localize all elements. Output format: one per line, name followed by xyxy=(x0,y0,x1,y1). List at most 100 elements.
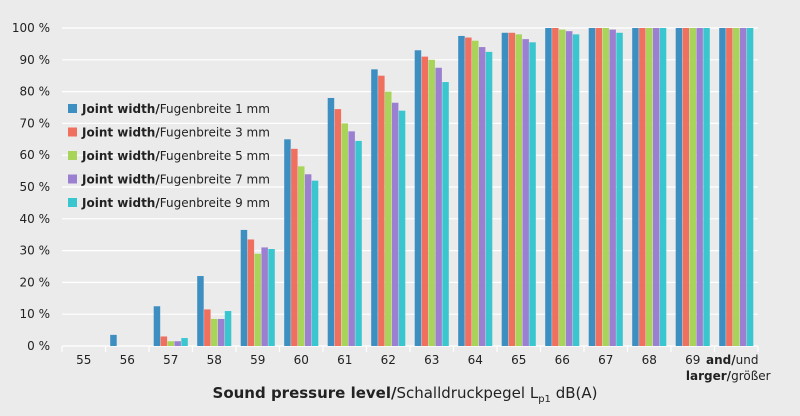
bar xyxy=(565,31,573,347)
legend-swatch xyxy=(68,151,77,160)
bar xyxy=(639,28,646,346)
bar xyxy=(465,37,472,346)
bar xyxy=(414,50,422,346)
bar xyxy=(472,40,479,346)
y-tick-label: 50 % xyxy=(20,180,51,194)
legend-swatch xyxy=(68,104,77,113)
bar xyxy=(588,28,596,346)
bar xyxy=(733,28,740,346)
bar xyxy=(110,334,117,346)
y-tick-label: 20 % xyxy=(20,275,51,289)
bar xyxy=(153,306,161,346)
bar xyxy=(224,311,232,346)
bar xyxy=(659,28,667,346)
bar xyxy=(268,249,275,346)
bar xyxy=(371,69,378,346)
bar xyxy=(545,28,552,346)
x-axis-ticks: 55 56 57 58 59 60 61 62 63 64 65 66 67 68 69 and/und lar… xyxy=(76,353,771,383)
x-axis-label: Sound pressure level/Schalldruckpegel Lp… xyxy=(213,384,598,405)
y-tick-label: 90 % xyxy=(20,53,51,67)
bar xyxy=(378,75,385,346)
bar xyxy=(217,318,225,346)
x-tick-label: 57 xyxy=(163,353,178,367)
legend-label: Joint width/Fugenbreite 5 mm xyxy=(81,149,270,163)
legend-label: Joint width/Fugenbreite 9 mm xyxy=(81,196,270,210)
x-tick-label: 56 xyxy=(120,353,135,367)
bar xyxy=(609,29,616,347)
bar xyxy=(254,253,261,346)
legend-swatch xyxy=(68,127,77,137)
bar xyxy=(675,28,683,346)
x-tick-label: 64 xyxy=(468,353,483,367)
bar xyxy=(391,102,399,346)
x-tick-label: 66 xyxy=(555,353,570,367)
bar xyxy=(485,51,493,346)
bar xyxy=(632,28,639,346)
bar xyxy=(719,28,726,346)
bar xyxy=(334,109,342,346)
bar xyxy=(595,28,603,346)
bar xyxy=(458,35,465,346)
bar xyxy=(682,28,690,346)
bar xyxy=(355,140,362,346)
bar xyxy=(197,276,204,346)
x-tick-label: 67 xyxy=(598,353,613,367)
x-tick-label: 61 xyxy=(337,353,352,367)
bar xyxy=(616,32,623,347)
bar xyxy=(428,59,435,347)
legend-label: Joint width/Fugenbreite 7 mm xyxy=(81,173,270,187)
bar xyxy=(348,131,355,346)
bar xyxy=(298,166,305,346)
bar xyxy=(341,123,348,347)
legend-swatch xyxy=(68,198,77,207)
x-tick-label: 62 xyxy=(381,353,396,367)
x-tick-label: 65 xyxy=(511,353,526,367)
x-tick-label: 60 xyxy=(294,353,309,367)
bar xyxy=(746,28,754,346)
bar xyxy=(174,341,181,346)
y-tick-label: 0 % xyxy=(27,339,50,353)
bar xyxy=(689,28,696,346)
bar xyxy=(284,139,291,346)
x-tick-label: and/und xyxy=(706,353,758,367)
bar xyxy=(398,110,406,347)
y-tick-label: 80 % xyxy=(20,85,51,99)
y-tick-label: 100 % xyxy=(12,21,50,35)
x-tick-label: 55 xyxy=(76,353,91,367)
bar xyxy=(291,148,298,346)
legend-swatch xyxy=(68,174,77,184)
bar xyxy=(559,29,566,347)
bar xyxy=(501,32,509,347)
bar xyxy=(240,229,248,346)
x-tick-label: larger/größer xyxy=(686,369,771,383)
y-tick-label: 70 % xyxy=(20,116,51,130)
x-tick-label: 69 xyxy=(685,353,700,367)
legend: Joint width/Fugenbreite 1 mm Joint width/… xyxy=(68,102,270,210)
legend-label: Joint width/Fugenbreite 3 mm xyxy=(81,126,270,140)
bar xyxy=(522,39,529,346)
bar xyxy=(385,91,392,346)
bar xyxy=(311,180,319,346)
bar xyxy=(646,28,653,346)
bar xyxy=(572,34,580,347)
bar xyxy=(442,82,449,346)
bar xyxy=(435,67,442,346)
bar xyxy=(508,32,516,347)
bar xyxy=(515,34,522,347)
bar xyxy=(696,28,703,346)
bar xyxy=(703,28,710,346)
x-tick-label: 59 xyxy=(250,353,265,367)
bar xyxy=(652,28,660,346)
legend-label: Joint width/Fugenbreite 1 mm xyxy=(81,102,270,116)
bar xyxy=(739,28,747,346)
bar xyxy=(602,28,609,346)
y-tick-label: 10 % xyxy=(20,307,51,321)
bar xyxy=(160,336,168,346)
x-tick-label: 63 xyxy=(424,353,439,367)
bar xyxy=(552,28,559,346)
bar xyxy=(211,318,218,346)
x-tick-label: 68 xyxy=(642,353,657,367)
y-tick-label: 30 % xyxy=(20,244,51,258)
bars xyxy=(110,28,754,347)
bar xyxy=(421,56,429,347)
